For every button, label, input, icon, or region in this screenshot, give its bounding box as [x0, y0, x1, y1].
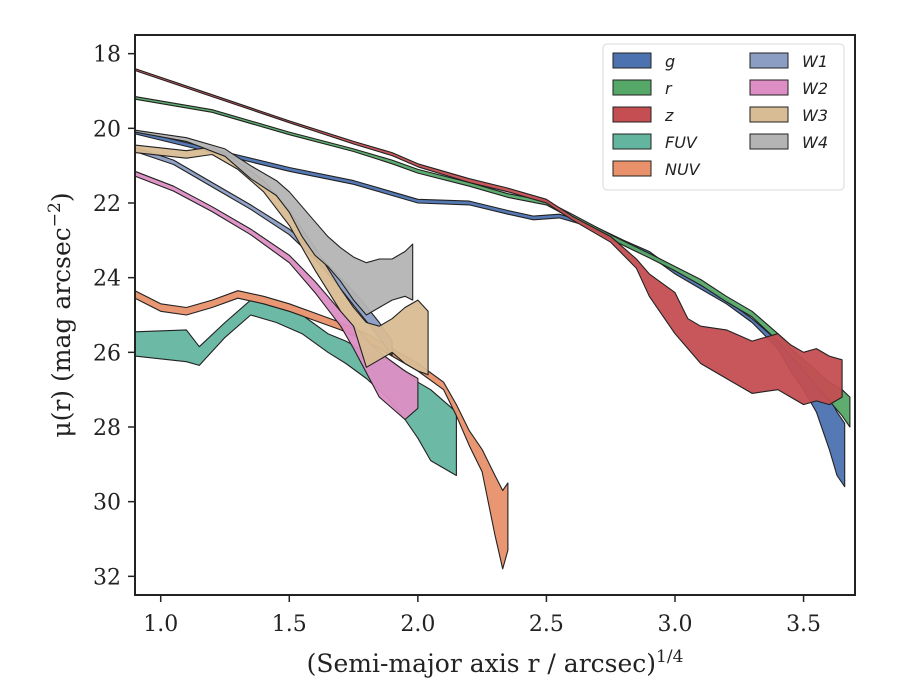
legend-swatch — [612, 52, 652, 69]
x-tick-label: 1.5 — [272, 612, 307, 637]
x-tick-label: 2.5 — [529, 612, 564, 637]
band-w1 — [134, 146, 393, 357]
y-tick-label: 26 — [93, 341, 121, 366]
y-tick-label: 32 — [93, 565, 121, 590]
legend-label: W2 — [802, 79, 828, 98]
y-tick-label: 24 — [93, 267, 121, 292]
band-w2 — [134, 170, 419, 421]
plot-frame — [134, 34, 856, 596]
x-axis-label-superscript: 1/4 — [656, 647, 683, 667]
y-axis-label-text: μ(r) (mag arcsec — [47, 227, 76, 437]
legend-swatch — [612, 79, 652, 96]
legend-label: r — [665, 79, 673, 98]
y-tick-label: 28 — [93, 416, 121, 441]
x-tick-label: 1.0 — [143, 612, 178, 637]
legend-item-z: z — [612, 106, 674, 125]
y-axis-label-superscript: −2 — [45, 202, 65, 227]
y-axis-label-suffix: ) — [47, 192, 76, 202]
legend-swatch — [749, 133, 789, 150]
legend-item-w1: W1 — [749, 52, 828, 71]
legend-item-w4: W4 — [749, 133, 828, 152]
band-w4 — [134, 129, 414, 316]
series-bands — [134, 68, 851, 570]
y-tick-label: 18 — [93, 43, 121, 68]
band-z — [134, 68, 843, 406]
y-axis-ticks: 18 20 22 24 26 28 30 32 — [93, 43, 135, 590]
legend-label: NUV — [665, 160, 701, 179]
x-axis-label-text: (Semi-major axis r / arcsec) — [307, 649, 656, 678]
band-fill-nuv — [134, 290, 509, 570]
band-fill-z — [134, 68, 843, 406]
x-tick-label: 3.0 — [658, 612, 693, 637]
legend-label: z — [664, 106, 674, 125]
x-axis-label: (Semi-major axis r / arcsec)1/4 — [307, 647, 684, 678]
legend-swatch — [612, 133, 652, 150]
legend-label: W3 — [802, 106, 828, 125]
legend-item-w3: W3 — [749, 106, 828, 125]
y-tick-label: 20 — [93, 117, 121, 142]
legend: grz FUV NUV W1 W2 W3 W4 — [602, 43, 845, 191]
band-fill-w2 — [134, 170, 419, 421]
band-nuv — [134, 290, 509, 570]
legend-swatch — [749, 52, 789, 69]
x-tick-label: 3.5 — [786, 612, 821, 637]
legend-label: g — [665, 52, 675, 71]
y-tick-label: 30 — [93, 491, 121, 516]
y-axis-label: μ(r) (mag arcsec−2) — [45, 192, 76, 437]
legend-swatch — [749, 79, 789, 96]
band-fill-w4 — [134, 129, 414, 316]
band-fill-w1 — [134, 146, 393, 357]
legend-item-fuv: FUV — [612, 133, 698, 152]
legend-swatch — [612, 106, 652, 123]
legend-label: W1 — [802, 52, 828, 71]
legend-label: W4 — [802, 133, 828, 152]
band-g — [134, 129, 846, 488]
band-fill-g — [134, 129, 846, 488]
legend-item-g: g — [612, 52, 675, 71]
legend-label: FUV — [665, 133, 698, 152]
legend-swatch — [612, 160, 652, 177]
y-tick-label: 22 — [93, 192, 121, 217]
legend-item-nuv: NUV — [612, 160, 701, 179]
x-axis-ticks: 1.0 1.5 2.0 2.5 3.0 3.5 — [143, 595, 821, 637]
legend-item-r: r — [612, 79, 673, 98]
legend-swatch — [749, 106, 789, 123]
legend-item-w2: W2 — [749, 79, 828, 98]
x-tick-label: 2.0 — [400, 612, 435, 637]
